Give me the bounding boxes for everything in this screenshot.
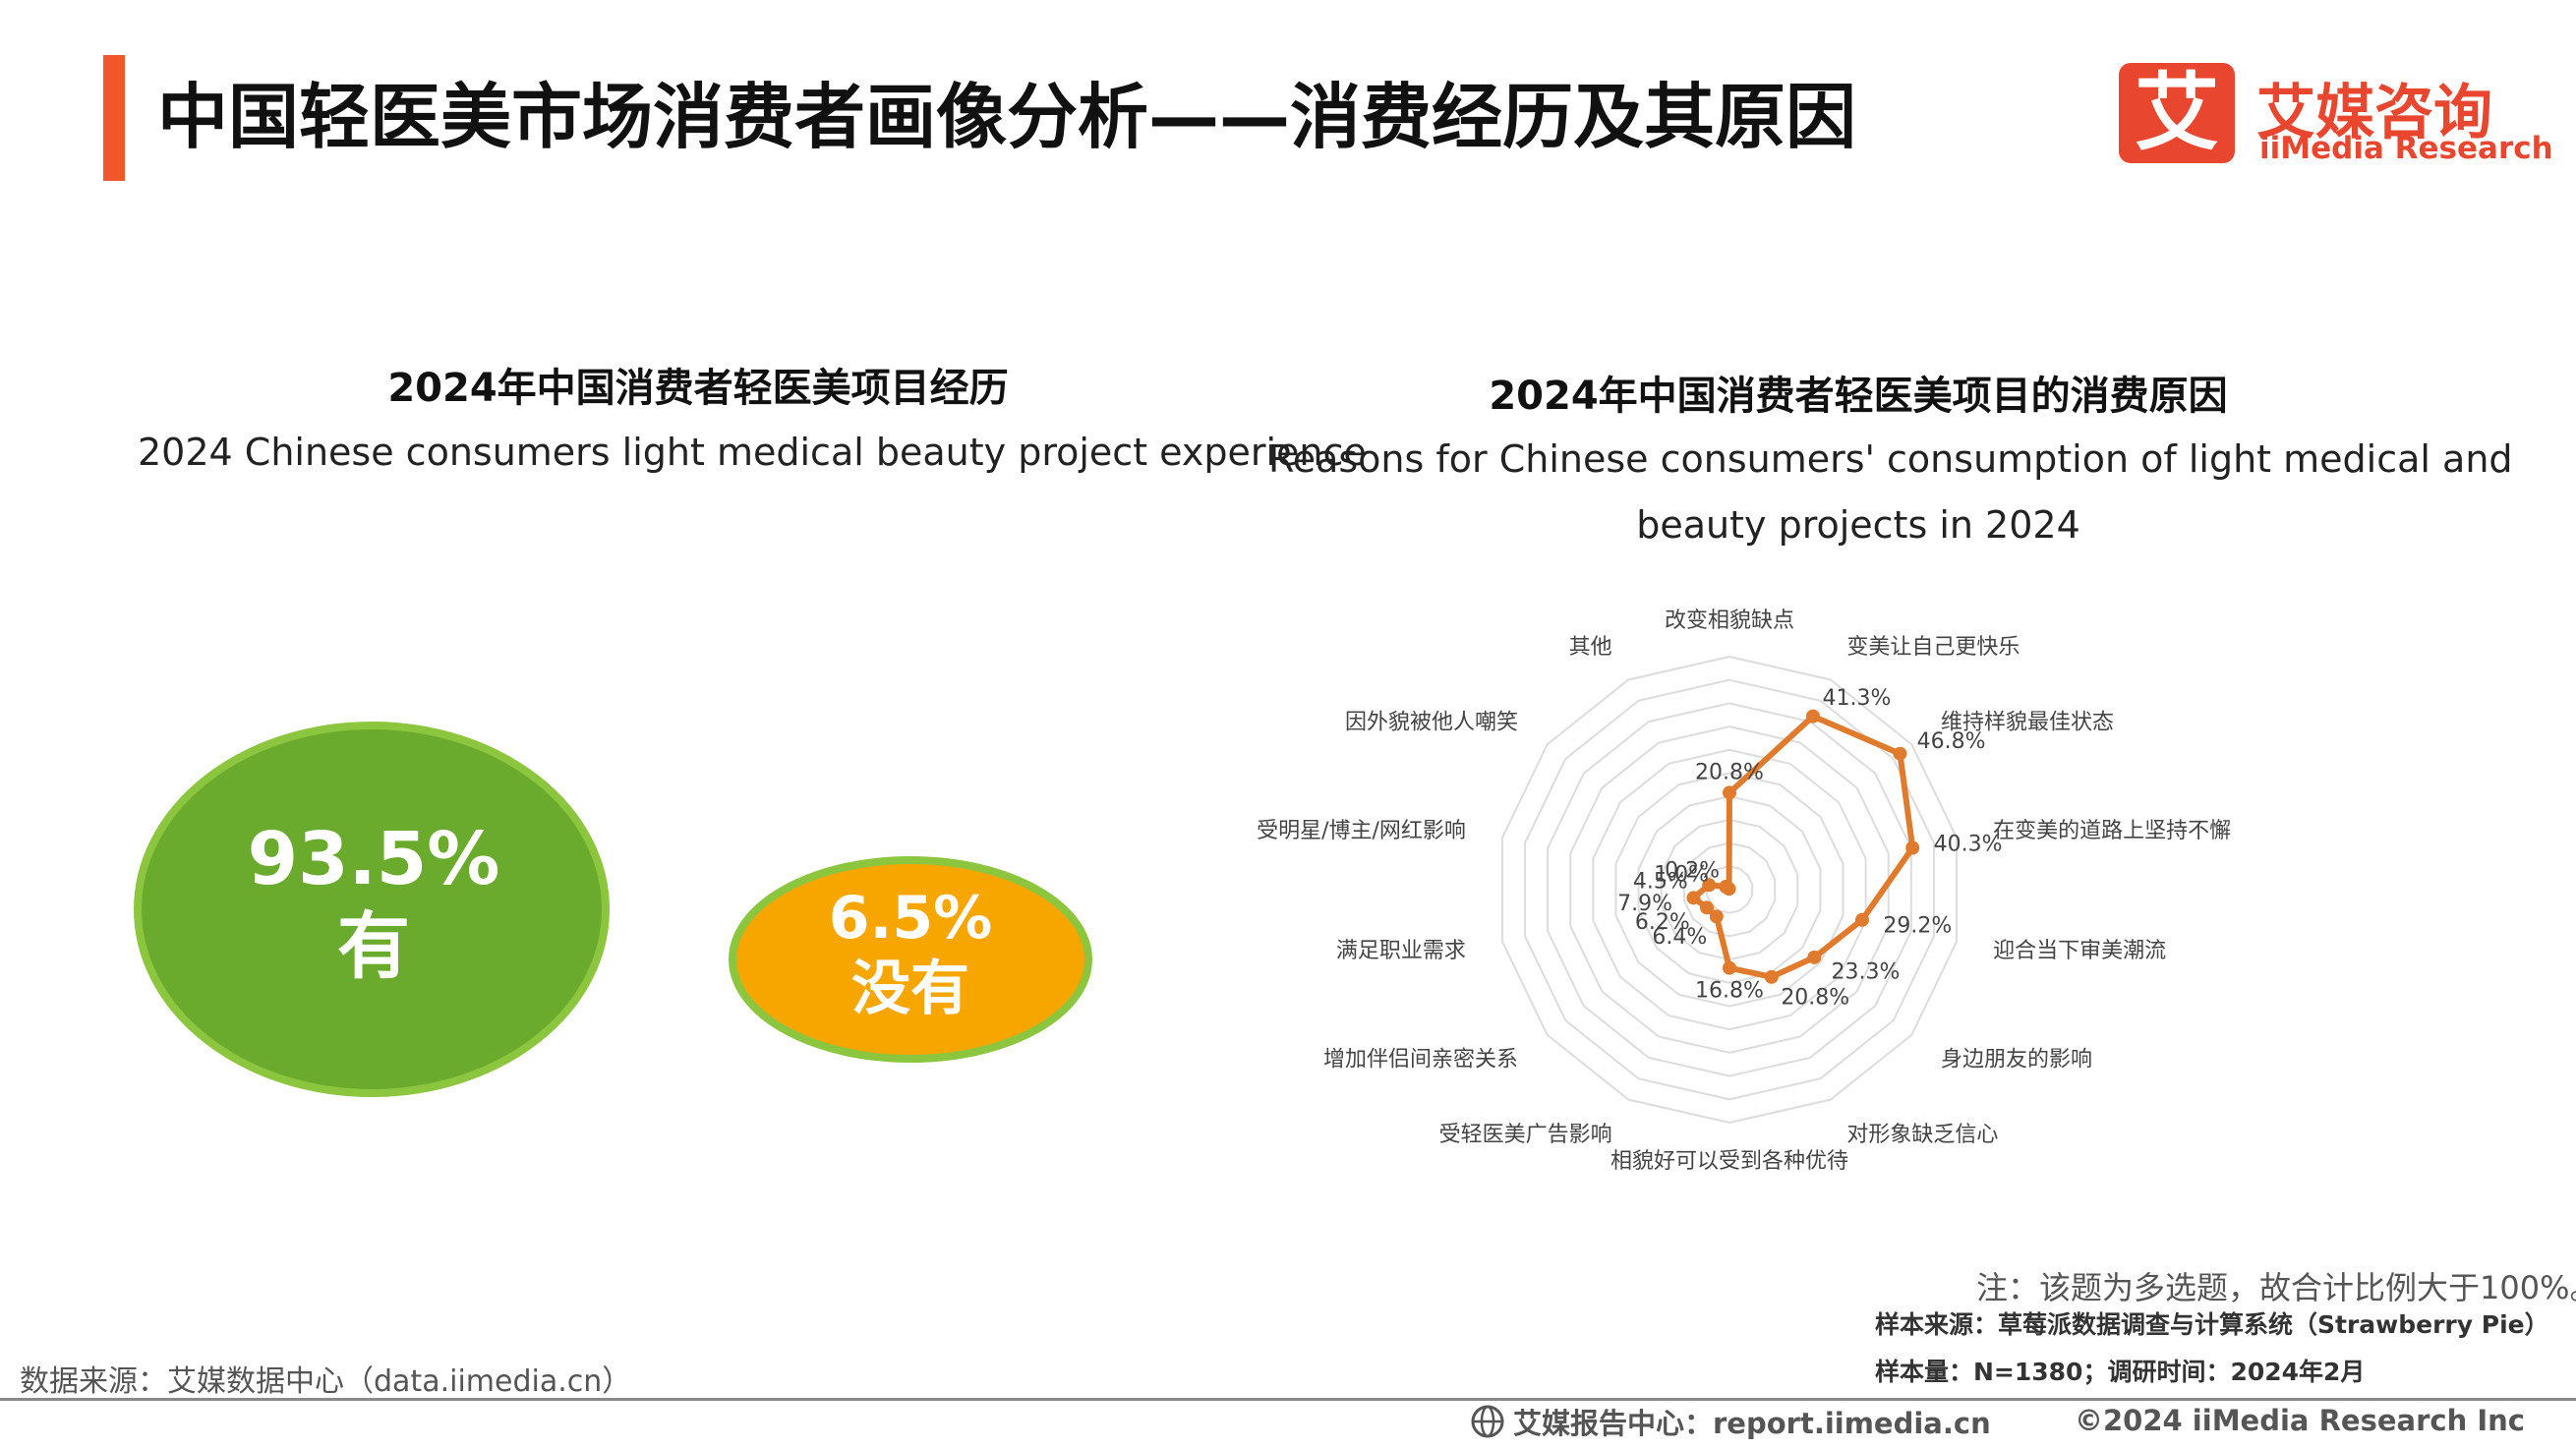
- right-chart-subtitle-line1: Reasons for Chinese consumers' consumpti…: [1268, 437, 2513, 481]
- radar-grid-ring: [1592, 748, 1867, 1031]
- bubble-chart: [134, 722, 1092, 1097]
- radar-value-label: 20.8%: [1695, 760, 1764, 784]
- sample-source: 样本来源：草莓派数据调查与计算系统（Strawberry Pie）: [1875, 1310, 2549, 1339]
- radar-point: [1905, 840, 1920, 855]
- radar-category-label: 迎合当下审美潮流: [1993, 939, 2166, 963]
- data-source: 数据来源：艾媒数据中心（data.iimedia.cn）: [20, 1364, 632, 1399]
- radar-chart: 改变相貌缺点变美让自己更快乐维持样貌最佳状态在变美的道路上坚持不懈迎合当下审美潮…: [1257, 609, 2231, 1174]
- radar-value-label: 41.3%: [1822, 686, 1891, 711]
- radar-value-label: 7.9%: [1617, 892, 1672, 916]
- bubble-yes-category: 有: [337, 903, 410, 989]
- bubble-yes: [134, 722, 610, 1097]
- radar-category-label: 维持样貌最佳状态: [1941, 711, 2114, 735]
- radar-labels: 改变相貌缺点变美让自己更快乐维持样貌最佳状态在变美的道路上坚持不懈迎合当下审美潮…: [1257, 609, 2231, 1174]
- page-title: 中国轻医美市场消费者画像分析——消费经历及其原因: [157, 76, 1857, 158]
- bubble-no-label: 6.5% 没有: [753, 883, 1068, 1024]
- radar-category-label: 受明星/博主/网红影响: [1257, 819, 1466, 843]
- radar-point: [1709, 909, 1724, 924]
- radar-category-label: 受轻医美广告影响: [1439, 1123, 1612, 1147]
- radar-grid-ring: [1547, 702, 1912, 1077]
- radar-value-label: 23.3%: [1832, 960, 1901, 985]
- radar-value-label: 4.5%: [1633, 869, 1688, 894]
- radar-grid-ring: [1500, 655, 1959, 1125]
- radar-point: [1700, 900, 1715, 915]
- radar-category-label: 相貌好可以受到各种优待: [1610, 1149, 1848, 1174]
- radar-category-label: 变美让自己更快乐: [1846, 635, 2020, 660]
- left-chart-subtitle: 2024 Chinese consumers light medical bea…: [138, 431, 1367, 474]
- logo-glyph: 艾: [2135, 64, 2219, 162]
- radar-value-label: 20.8%: [1781, 986, 1849, 1011]
- radar-category-label: 满足职业需求: [1336, 939, 1466, 963]
- radar-value-label: 16.8%: [1695, 979, 1764, 1004]
- radar-point: [1722, 882, 1736, 897]
- radar-value-label: 46.8%: [1917, 729, 1986, 754]
- bubble-no-value: 6.5%: [828, 884, 993, 953]
- bubble-yes-label: 93.5% 有: [138, 816, 610, 991]
- right-chart-title: 2024年中国消费者轻医美项目的消费原因: [1489, 374, 2228, 419]
- bubble-no: [729, 856, 1092, 1063]
- radar-series-line: [1690, 713, 1916, 980]
- radar-category-label: 对形象缺乏信心: [1846, 1123, 1998, 1147]
- globe-icon: [1471, 1405, 1504, 1438]
- radar-value-label: 0.2%: [1665, 858, 1720, 883]
- radar-point: [1723, 960, 1736, 975]
- radar-point: [1764, 969, 1779, 984]
- radar-point: [1702, 878, 1717, 893]
- footer-report-center[interactable]: 艾媒报告中心：report.iimedia.cn: [1470, 1401, 1991, 1442]
- radar-value-label: 29.2%: [1883, 914, 1952, 939]
- radar-point: [1807, 950, 1822, 964]
- radar-category-label: 在变美的道路上坚持不懈: [1993, 819, 2231, 843]
- radar-category-label: 身边朋友的影响: [1941, 1047, 2092, 1072]
- radar-grid-ring: [1637, 795, 1822, 984]
- radar-points: [1686, 709, 1920, 984]
- radar-point: [1893, 746, 1907, 761]
- radar-point: [1805, 709, 1820, 724]
- footer-divider: [0, 1398, 2576, 1401]
- logo-text-en: iiMedia Research: [2259, 131, 2553, 166]
- radar-value-label: 6.2%: [1635, 910, 1690, 935]
- right-chart-subtitle-line2: beauty projects in 2024: [1636, 503, 2080, 547]
- radar-point: [1854, 912, 1869, 927]
- radar-point: [1723, 785, 1736, 800]
- footer-copyright: ©2024 iiMedia Research Inc: [2075, 1404, 2525, 1437]
- bubble-yes-value: 93.5%: [247, 817, 500, 901]
- sample-size: 样本量：N=1380；调研时间：2024年2月: [1875, 1358, 2366, 1386]
- radar-category-label: 增加伴侣间亲密关系: [1323, 1047, 1518, 1072]
- radar-grid-ring: [1614, 772, 1844, 1008]
- radar-category-label: 改变相貌缺点: [1665, 609, 1794, 633]
- radar-value-label: 6.4%: [1652, 925, 1707, 950]
- bubble-no-category: 没有: [851, 955, 969, 1023]
- logo-icon: [2119, 63, 2235, 163]
- note-multi-select: 注：该题为多选题，故合计比例大于100%。: [1976, 1269, 2576, 1306]
- radar-value-label: 40.3%: [1934, 833, 2003, 857]
- radar-value-label: 1.0%: [1654, 862, 1709, 887]
- radar-category-label: 其他: [1569, 635, 1612, 660]
- radar-point: [1686, 891, 1701, 905]
- radar-grid-ring: [1682, 841, 1777, 938]
- radar-category-label: 因外貌被他人嘲笑: [1345, 711, 1518, 735]
- radar-grid-ring: [1569, 725, 1890, 1054]
- left-chart-title: 2024年中国消费者轻医美项目经历: [387, 366, 1009, 411]
- logo-text-cn: 艾媒咨询: [2256, 79, 2492, 147]
- footer-report-center-text: 艾媒报告中心：report.iimedia.cn: [1513, 1407, 1991, 1440]
- title-accent-bar: [103, 55, 125, 181]
